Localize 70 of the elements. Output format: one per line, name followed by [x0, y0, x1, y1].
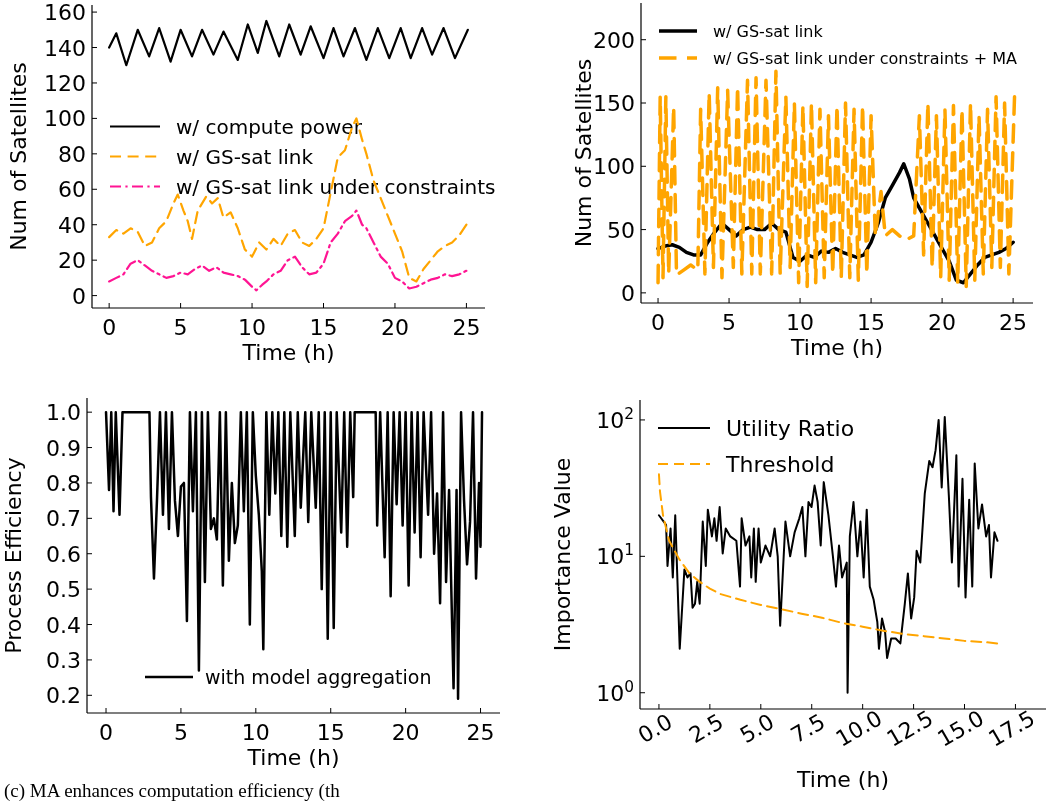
x-axis-title: Time (h) [241, 340, 335, 365]
y-tick-label: 80 [58, 141, 86, 167]
x-tick-label: 25 [466, 720, 495, 745]
y-tick-label: 1.0 [46, 400, 81, 426]
legend-label: Threshold [725, 451, 835, 477]
x-tick-label: 0.0 [633, 708, 677, 749]
y-axis-title: Num of Satellites [571, 58, 596, 248]
legend-label: with model aggregation [205, 665, 432, 688]
x-tick-label: 10 [238, 315, 267, 340]
y-tick-label: 100 [44, 106, 86, 132]
x-tick-label: 25 [999, 310, 1028, 335]
y-tick-label: 10$^{1}$ [596, 541, 634, 570]
x-tick-label: 20 [380, 315, 409, 340]
legend-label: w/ GS-sat link [176, 144, 314, 169]
y-tick-label: 0.6 [46, 541, 81, 567]
line-series [104, 410, 484, 701]
legend-label: Utility Ratio [726, 415, 855, 441]
y-tick-label: 0.8 [46, 470, 81, 496]
y-tick-label: 160 [44, 0, 86, 26]
x-tick-label: 10 [241, 720, 270, 745]
y-tick-label: 120 [44, 70, 86, 96]
legend-label: w/ GS-sat link [713, 21, 824, 41]
line-series [657, 473, 999, 645]
y-tick-label: 0 [621, 280, 635, 306]
x-tick-label: 25 [452, 315, 481, 340]
line-series [657, 416, 999, 694]
x-tick-label: 15 [309, 315, 338, 340]
y-tick-label: 0.7 [46, 506, 81, 532]
x-tick-label: 0 [651, 310, 666, 335]
y-tick-label: 0.4 [46, 612, 81, 638]
legend-label: w/ compute power [176, 114, 363, 139]
y-tick-label: 100 [593, 154, 635, 180]
y-axis-title: Num of Satellites [6, 62, 31, 251]
x-tick-label: 5 [173, 720, 188, 745]
y-axis-title: Importance Value [550, 457, 575, 652]
x-tick-label: 5 [173, 315, 188, 340]
line-series [656, 69, 1017, 289]
x-axis-title: Time (h) [790, 335, 883, 360]
x-tick-label: 0 [99, 720, 114, 745]
y-tick-label: 10$^{2}$ [596, 404, 634, 433]
y-tick-label: 60 [58, 177, 86, 203]
y-tick-label: 0.3 [46, 647, 81, 673]
legend-label: w/ GS-sat link under constraints + MA [713, 48, 1018, 68]
x-tick-label: 20 [391, 720, 420, 745]
y-tick-label: 10$^{0}$ [596, 677, 634, 706]
y-tick-label: 20 [58, 248, 86, 274]
y-tick-label: 0 [72, 283, 86, 309]
y-tick-label: 0.9 [46, 435, 81, 461]
x-tick-label: 5.0 [735, 708, 779, 749]
y-tick-label: 200 [593, 27, 635, 53]
line-series [108, 19, 469, 67]
x-axis-title: Time (h) [246, 745, 340, 770]
y-axis-title: Process Efficiency [1, 457, 26, 654]
y-tick-label: 50 [607, 217, 635, 243]
x-tick-label: 10 [786, 310, 815, 335]
y-tick-label: 0.2 [46, 683, 81, 709]
text: (c) MA enhances computation efficiency (th [4, 780, 341, 802]
x-tick-label: 7.5 [786, 708, 830, 749]
x-tick-label: 5 [722, 310, 737, 335]
y-tick-label: 150 [593, 91, 635, 116]
x-axis-title: Time (h) [796, 767, 889, 792]
y-tick-label: 40 [58, 212, 86, 238]
x-tick-label: 0 [102, 315, 117, 340]
x-tick-label: 20 [928, 310, 957, 335]
x-tick-label: 2.5 [684, 708, 728, 749]
line-series [108, 209, 468, 292]
y-tick-label: 140 [44, 35, 86, 61]
x-tick-label: 15 [857, 310, 886, 335]
x-tick-label: 15 [316, 720, 345, 745]
y-tick-label: 0.5 [46, 577, 81, 603]
